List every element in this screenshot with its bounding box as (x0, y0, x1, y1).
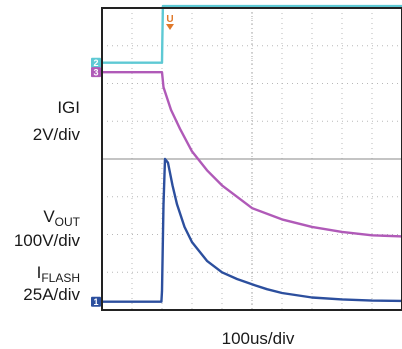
vout-scale-label: 100V/div (14, 231, 81, 250)
plot-frame (101, 7, 402, 311)
igi-label: IGI (57, 98, 80, 117)
iflash-trace (102, 157, 402, 303)
time-scale-label: 100us/div (222, 329, 295, 348)
vout-trace (102, 70, 402, 238)
iflash-label: IFLASH (37, 263, 80, 285)
iflash-channel-marker-text: 1 (93, 297, 98, 307)
trigger-marker: U (166, 14, 173, 25)
vout-label-main: V (43, 207, 55, 226)
channel-markers: 23 1 (91, 24, 174, 307)
iflash-label-sub: FLASH (41, 271, 80, 285)
plot-grid (102, 8, 402, 310)
igi-scale-label: 2V/div (33, 125, 81, 144)
vout-channel-marker (91, 67, 101, 78)
igi-channel-marker-text: 2 (93, 58, 98, 68)
igi-trace (102, 4, 402, 64)
iflash-scale-label: 25A/div (23, 285, 80, 304)
vout-channel-marker-text: 3 (93, 68, 98, 78)
trigger-arrow (166, 24, 174, 30)
iflash-channel-marker (91, 296, 101, 307)
vout-label-sub: OUT (55, 215, 81, 229)
iflash-label-main: I (37, 263, 42, 282)
vout-label: VOUT (43, 207, 80, 229)
igi-channel-marker (91, 57, 101, 68)
waveform-traces (102, 4, 402, 303)
